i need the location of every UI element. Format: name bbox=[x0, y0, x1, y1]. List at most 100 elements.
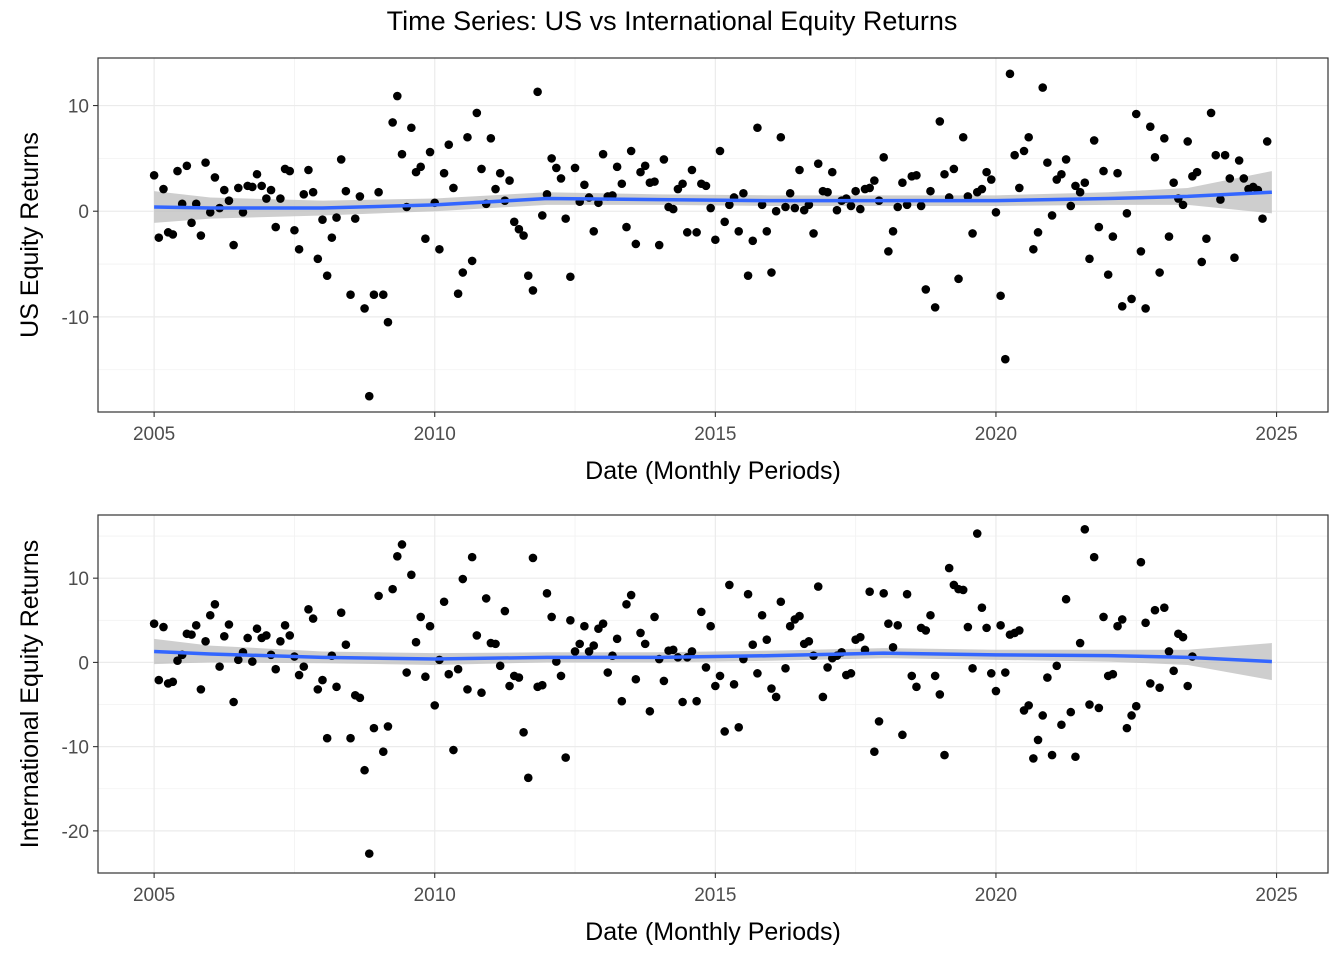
data-point bbox=[1197, 257, 1207, 267]
data-point bbox=[196, 231, 206, 240]
data-point bbox=[912, 682, 921, 692]
x-axis-title: Date (Monthly Periods) bbox=[585, 457, 841, 485]
data-point bbox=[327, 233, 337, 242]
data-point bbox=[720, 217, 729, 227]
data-point bbox=[701, 663, 711, 672]
data-point bbox=[870, 747, 879, 757]
data-point bbox=[1019, 146, 1029, 156]
data-point bbox=[1122, 723, 1132, 733]
data-point bbox=[1234, 156, 1244, 165]
data-point bbox=[748, 640, 758, 650]
data-point bbox=[1155, 683, 1164, 692]
data-point bbox=[612, 162, 622, 172]
data-point bbox=[467, 552, 477, 562]
data-point bbox=[514, 673, 524, 682]
data-point bbox=[935, 690, 945, 699]
data-point bbox=[650, 177, 659, 186]
data-point bbox=[458, 574, 468, 584]
data-point bbox=[762, 227, 772, 236]
data-point bbox=[846, 669, 856, 678]
data-point bbox=[1057, 720, 1066, 730]
data-point bbox=[1094, 703, 1104, 713]
data-point bbox=[514, 224, 524, 234]
data-point bbox=[397, 540, 407, 549]
data-point bbox=[580, 621, 589, 631]
data-point bbox=[477, 164, 486, 174]
x-tick-label: 2010 bbox=[414, 885, 456, 906]
data-point bbox=[1155, 268, 1164, 277]
data-point bbox=[636, 167, 645, 177]
data-point bbox=[378, 290, 388, 300]
data-point bbox=[308, 187, 318, 197]
data-point bbox=[781, 202, 790, 212]
x-tick-label: 2025 bbox=[1255, 885, 1297, 906]
data-point bbox=[888, 227, 898, 236]
data-point bbox=[407, 123, 416, 133]
data-point bbox=[1113, 621, 1122, 631]
data-point bbox=[856, 632, 865, 642]
us-equity-panel: 2005 2010 2015 2020 2025 -10 0 10 Date (Monthly … bbox=[16, 57, 1329, 485]
data-point bbox=[355, 693, 365, 703]
data-point bbox=[318, 215, 327, 224]
data-point bbox=[215, 662, 224, 671]
data-point bbox=[1141, 618, 1150, 628]
data-point bbox=[1066, 201, 1076, 211]
data-point bbox=[907, 671, 917, 681]
data-point bbox=[191, 621, 201, 630]
data-point bbox=[921, 626, 931, 635]
data-point bbox=[477, 688, 486, 698]
data-point bbox=[870, 176, 879, 185]
data-point bbox=[711, 235, 720, 245]
data-point bbox=[210, 599, 220, 609]
data-point bbox=[360, 765, 369, 775]
data-point bbox=[561, 753, 570, 762]
data-point bbox=[659, 676, 669, 686]
data-point bbox=[486, 134, 496, 143]
data-point bbox=[374, 187, 383, 197]
data-point bbox=[757, 610, 767, 620]
data-point bbox=[299, 662, 309, 671]
data-point bbox=[248, 657, 257, 666]
data-point bbox=[884, 619, 893, 628]
data-point bbox=[1164, 232, 1174, 241]
data-point bbox=[1164, 647, 1174, 656]
data-point bbox=[1127, 294, 1136, 304]
data-point bbox=[1136, 247, 1146, 256]
data-point bbox=[467, 256, 477, 266]
data-point bbox=[528, 553, 538, 563]
data-point bbox=[313, 685, 323, 694]
trend-line bbox=[154, 649, 1272, 664]
data-point bbox=[495, 661, 505, 671]
data-point bbox=[444, 140, 454, 149]
data-point bbox=[678, 697, 687, 707]
data-point bbox=[954, 274, 963, 284]
data-point bbox=[823, 187, 832, 197]
data-point bbox=[449, 745, 458, 755]
data-point bbox=[1178, 200, 1188, 210]
x-tick-label: 2005 bbox=[133, 885, 175, 906]
data-point bbox=[556, 671, 566, 681]
data-point bbox=[856, 204, 865, 214]
panel-border bbox=[97, 57, 1329, 413]
data-point bbox=[463, 685, 472, 694]
data-point bbox=[1122, 209, 1132, 218]
data-point bbox=[1010, 150, 1019, 160]
data-point bbox=[294, 670, 304, 680]
trend-line bbox=[154, 190, 1272, 210]
data-point bbox=[369, 290, 379, 300]
data-point bbox=[827, 167, 837, 177]
data-point bbox=[926, 610, 935, 620]
data-point bbox=[1131, 701, 1141, 711]
data-point bbox=[322, 271, 332, 280]
data-point bbox=[449, 183, 458, 193]
data-point bbox=[248, 182, 257, 192]
data-point bbox=[402, 668, 411, 677]
data-point bbox=[1169, 178, 1178, 187]
data-point bbox=[570, 163, 580, 173]
data-point bbox=[341, 186, 351, 196]
data-point bbox=[1183, 681, 1192, 691]
data-point bbox=[304, 165, 313, 175]
data-point bbox=[598, 149, 608, 159]
data-point bbox=[491, 639, 500, 649]
data-point bbox=[219, 185, 229, 195]
